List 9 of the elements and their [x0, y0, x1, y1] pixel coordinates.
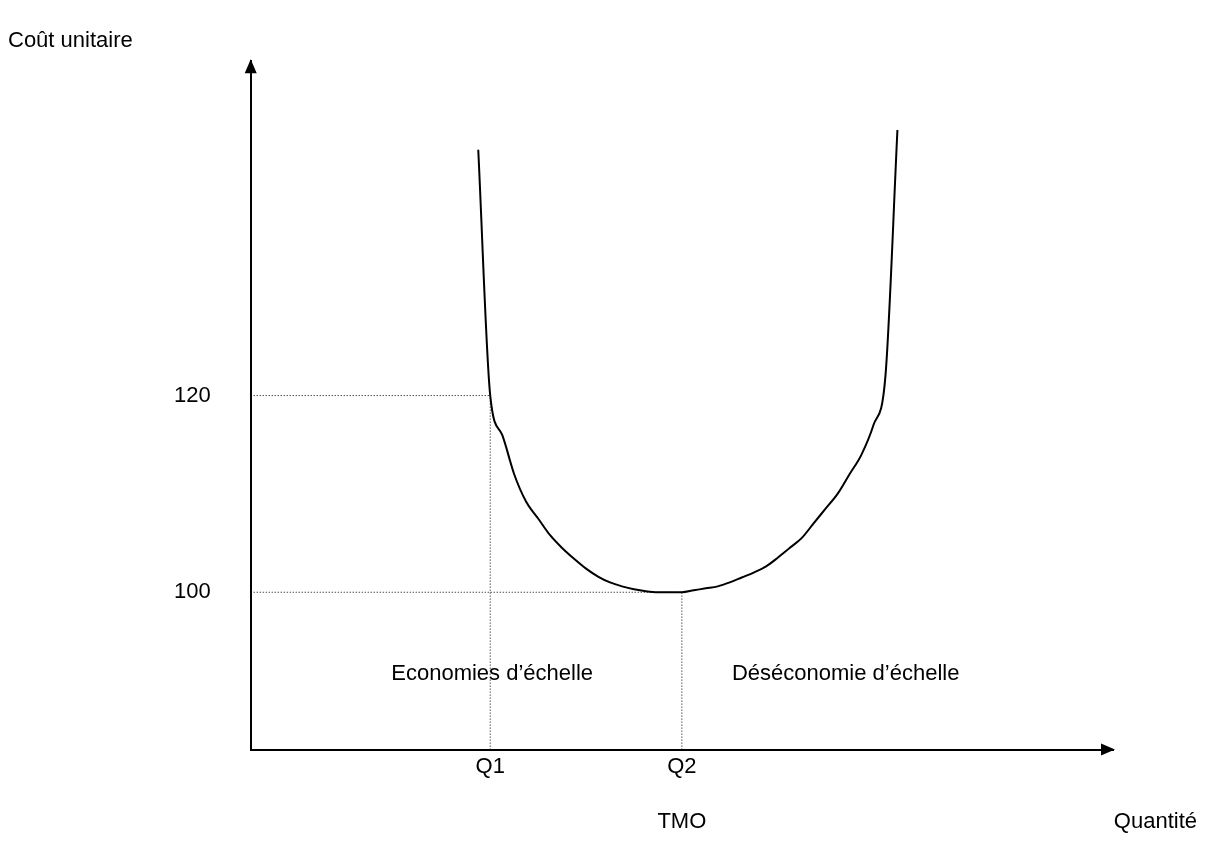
x-tick-label: Q1	[475, 752, 505, 778]
y-tick-label: 100	[173, 578, 211, 604]
text: TMO	[657, 808, 707, 834]
y-tick-label: 120	[173, 381, 211, 407]
x-axis-title: Quantité	[1113, 808, 1197, 834]
y-axis-title: Coût unitaire	[8, 27, 133, 53]
annotation: Economies d’échelle	[391, 659, 594, 685]
x-tick-label: Q2	[667, 752, 697, 778]
annotation: Déséconomie d’échelle	[731, 659, 960, 685]
